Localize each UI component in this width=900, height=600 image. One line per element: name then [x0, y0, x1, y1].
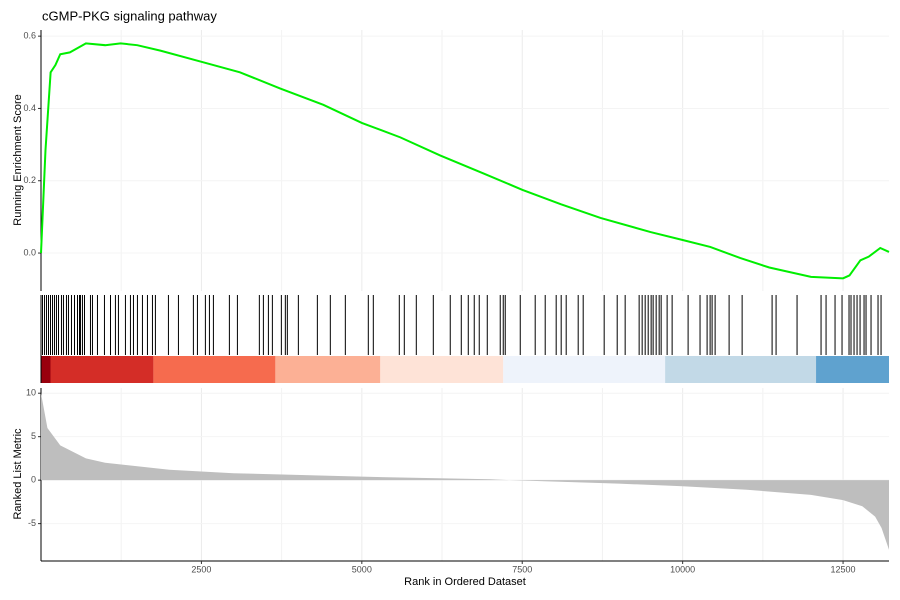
x-tick-label: 10000: [670, 564, 695, 574]
y-tick-label: 0.2: [23, 175, 36, 185]
running-score-line: [40, 42, 890, 280]
rank-band: [275, 356, 381, 383]
rank-band: [380, 356, 504, 383]
x-axis-label: Rank in Ordered Dataset: [404, 576, 526, 588]
x-tick-label: 2500: [191, 564, 211, 574]
ranked-metric-area: [41, 393, 889, 550]
y-tick-label: 0.0: [23, 247, 36, 257]
rank-band: [816, 356, 889, 383]
y-tick-label: -5: [28, 518, 36, 528]
x-tick-label: 5000: [352, 564, 372, 574]
rank-band: [153, 356, 276, 383]
y-tick-label: 0.6: [23, 31, 36, 41]
y-tick-label: 0: [31, 475, 36, 485]
y-tick-label: 10: [26, 388, 36, 398]
rank-band: [50, 356, 154, 383]
x-tick-label: 7500: [512, 564, 532, 574]
rank-band: [41, 356, 51, 383]
chart-title: cGMP-PKG signaling pathway: [42, 8, 217, 23]
y-tick-label: 0.4: [23, 103, 36, 113]
x-tick-label: 12500: [831, 564, 856, 574]
rank-band: [665, 356, 817, 383]
y-axis-label: Ranked List Metric: [12, 428, 24, 520]
rank-band: [503, 356, 666, 383]
y-axis-label: Running Enrichment Score: [12, 94, 24, 225]
y-tick-label: 5: [31, 431, 36, 441]
